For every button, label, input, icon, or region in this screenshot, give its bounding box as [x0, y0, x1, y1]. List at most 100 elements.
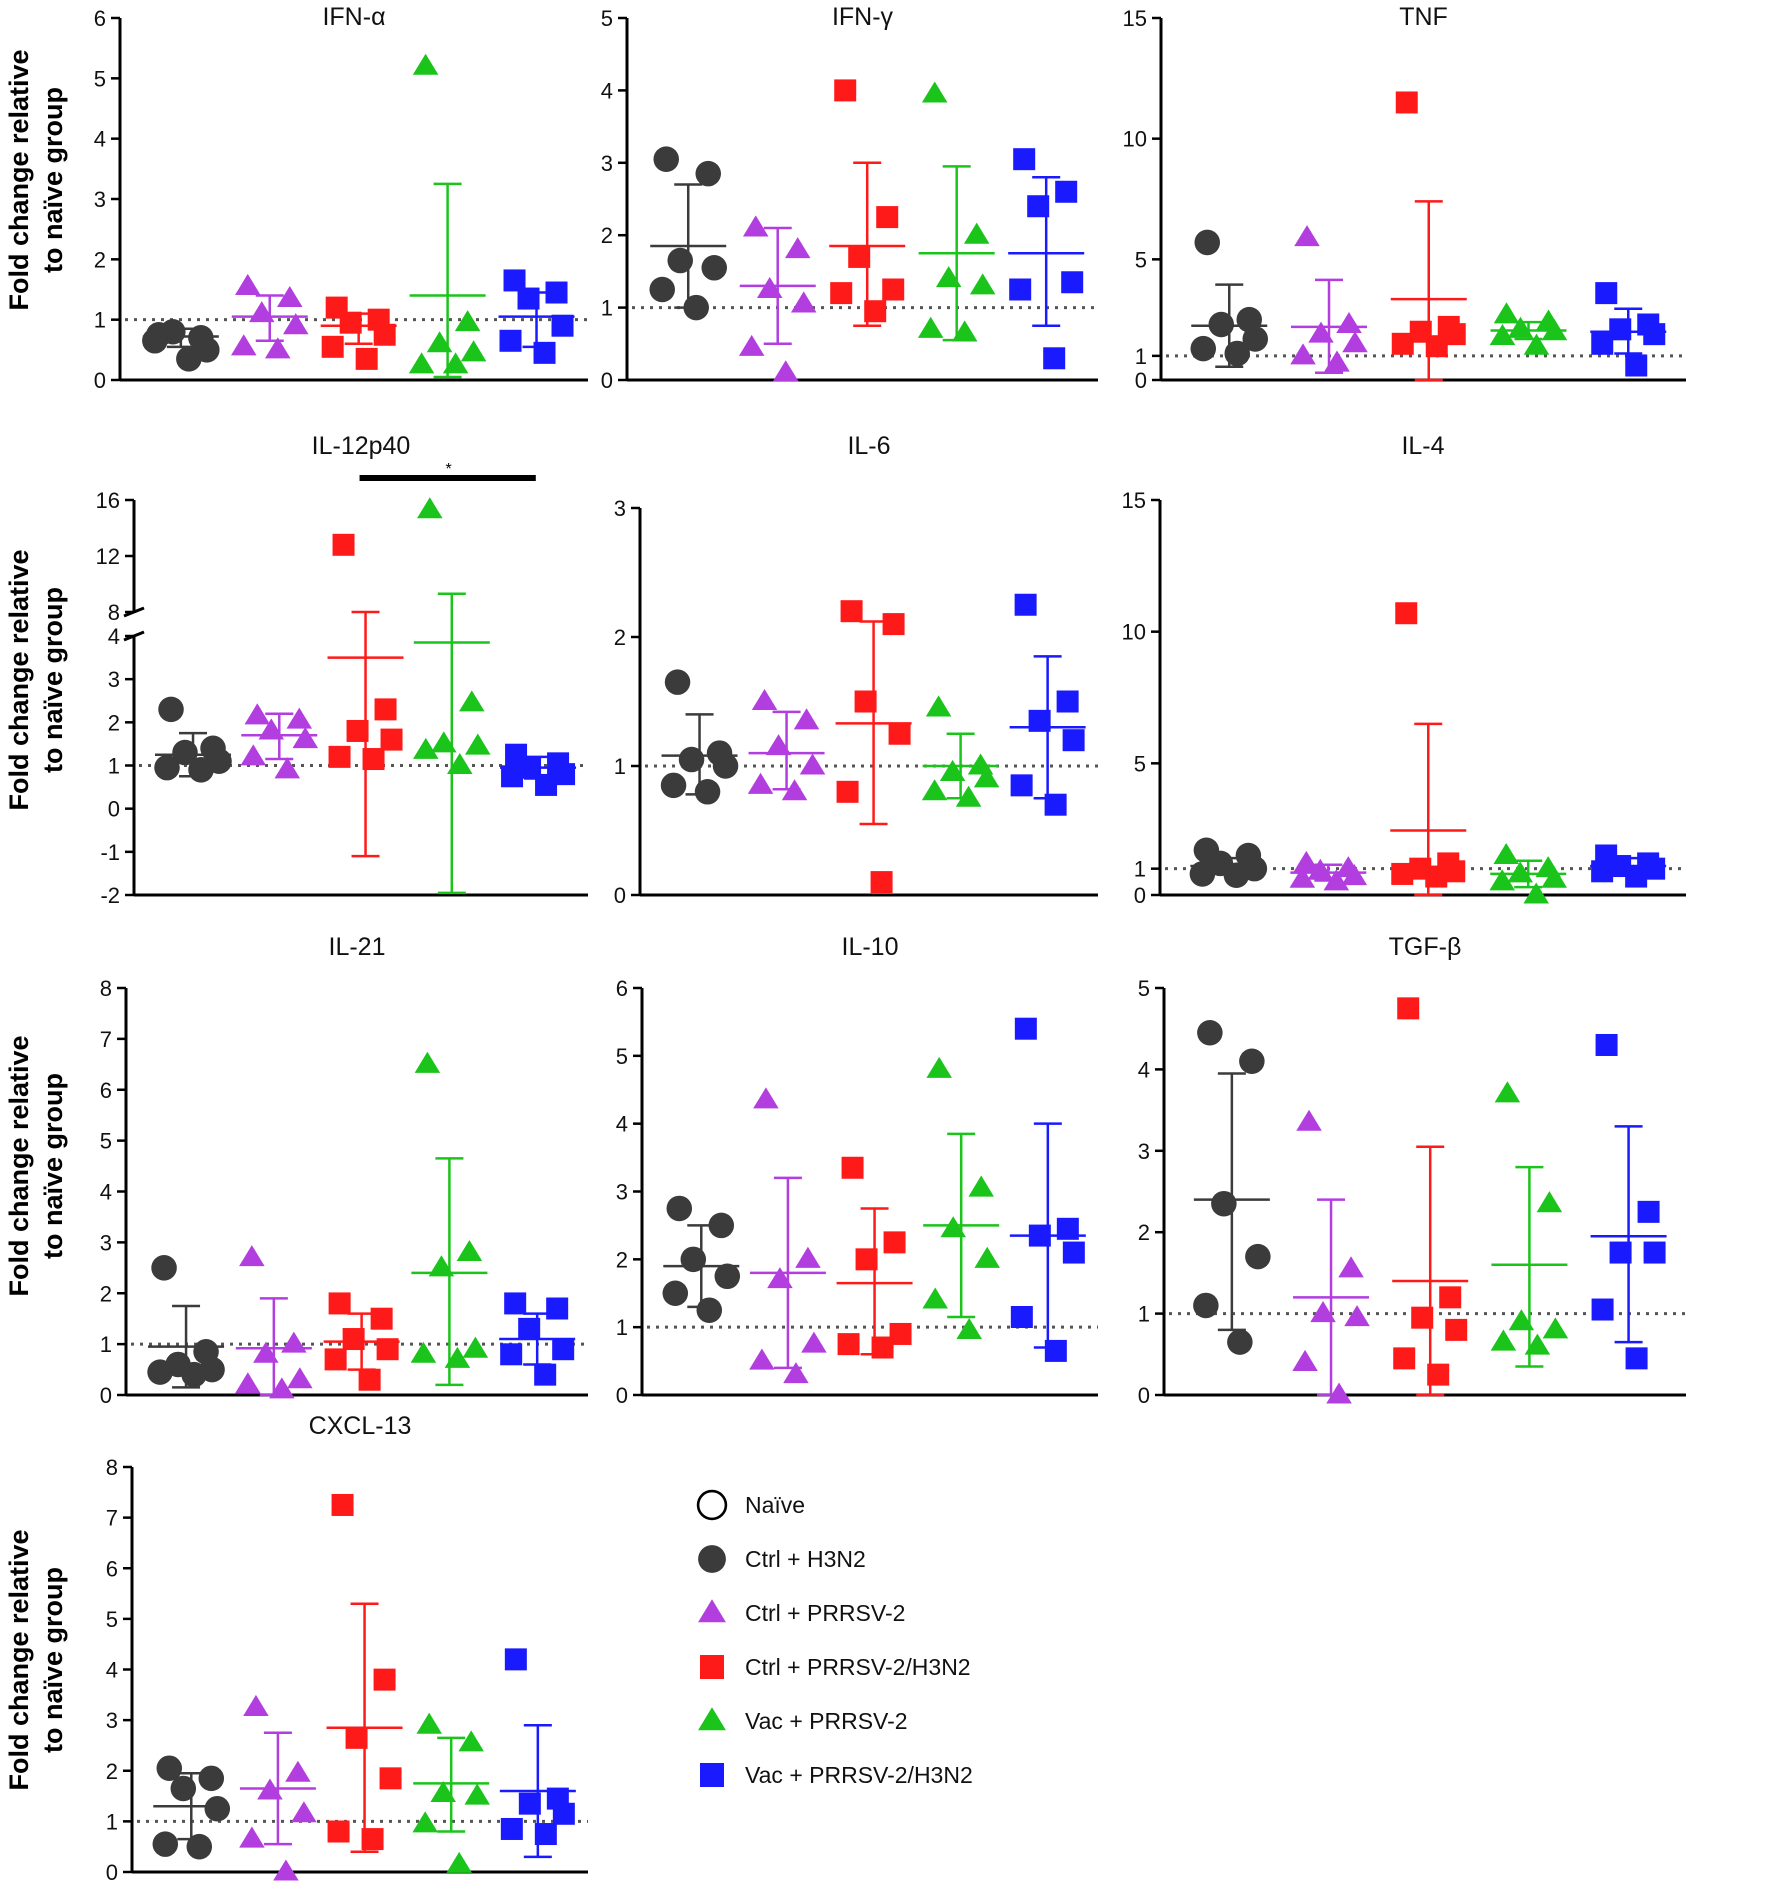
group-ctrl-prrsv-2 [747, 688, 826, 801]
data-point [935, 266, 962, 288]
data-point [680, 1246, 707, 1273]
data-point [231, 334, 257, 356]
data-point [742, 215, 769, 237]
panel-title: IL-21 [329, 933, 386, 961]
y-tick-label: 6 [616, 976, 628, 1001]
y-tick-label: 4 [106, 1658, 118, 1683]
y-tick-label: 2 [94, 247, 106, 272]
data-point [198, 1765, 225, 1792]
panel-tgf-: 0 1 2 3 4 5 TGF-β [1138, 933, 1686, 1408]
data-point [830, 282, 853, 305]
data-point [412, 53, 439, 75]
data-point [664, 669, 691, 695]
group-ctrl-prrsv-2 [1292, 1109, 1370, 1404]
data-point [534, 1823, 557, 1846]
y-tick-label: 1 [100, 1332, 112, 1357]
data-point [1013, 148, 1036, 171]
data-point [793, 708, 820, 730]
data-point [172, 739, 198, 766]
data-point [882, 278, 905, 301]
data-point [799, 753, 826, 775]
data-point [1494, 1081, 1521, 1103]
data-point [373, 323, 396, 346]
data-point [355, 347, 378, 370]
group-ctrl-h3n2 [152, 1755, 231, 1860]
legend-label: Naïve [745, 1491, 806, 1518]
y-tick-label: 5 [94, 66, 106, 91]
data-point [955, 785, 982, 807]
data-point [926, 1056, 952, 1078]
panel-title: IL-4 [1401, 432, 1444, 460]
group-ctrl-h3n2 [662, 1195, 741, 1323]
data-point [767, 1267, 793, 1289]
y-tick-label: 2 [614, 625, 626, 650]
significance-label: * [446, 461, 452, 478]
y-tick-label: 8 [106, 1455, 118, 1480]
data-point [1643, 323, 1666, 346]
legend-item: Vac + PRRSV-2/H3N2 [695, 1748, 973, 1802]
y-tick-label: 0 [94, 368, 106, 393]
y-tick-label: 0 [1138, 1383, 1150, 1408]
group-vac-prrsv-2 [917, 81, 996, 342]
data-point [1308, 321, 1334, 343]
data-point [545, 281, 568, 304]
panel-ifn-: 0 1 2 3 4 5 6 IFN-α Fold change relative to naïve… [4, 3, 588, 393]
data-point [969, 273, 996, 295]
data-point [695, 160, 721, 187]
group-vac-prrsv-2-h3n2 [1590, 282, 1667, 377]
data-point [181, 1361, 207, 1388]
y-tick-label: 2 [1138, 1220, 1150, 1245]
data-point [253, 1341, 279, 1363]
panel-il-21: 0 1 2 3 4 5 6 7 8 IL-21 Fold change relative to naï… [4, 933, 588, 1408]
data-point [430, 1780, 456, 1803]
group-vac-prrsv-2-h3n2 [1590, 1033, 1667, 1370]
y-axis-label-line: Fold change relative [4, 1529, 34, 1790]
group-ctrl-prrsv-2-h3n2 [1390, 91, 1467, 382]
y-tick-label: 1 [614, 754, 626, 779]
data-point [963, 222, 990, 244]
group-vac-prrsv-2 [412, 1712, 490, 1873]
y-tick-label: 5 [601, 6, 613, 31]
data-point [1296, 1109, 1322, 1131]
y-tick-label: 3 [601, 151, 613, 176]
panel-title: IL-6 [847, 432, 890, 460]
group-ctrl-prrsv-2 [1289, 850, 1368, 891]
data-point [883, 1231, 906, 1254]
data-point [1293, 850, 1320, 872]
data-point [1625, 1347, 1648, 1370]
data-point [456, 1240, 483, 1262]
data-point [417, 497, 443, 519]
data-point [701, 255, 727, 281]
data-point [373, 1668, 396, 1691]
data-point [533, 341, 556, 364]
data-point [1224, 340, 1251, 367]
data-point [1541, 319, 1568, 341]
legend-label: Ctrl + PRRSV-2/H3N2 [745, 1653, 971, 1680]
data-point [1194, 229, 1221, 256]
data-point [446, 1851, 472, 1873]
y-axis-label-line: Fold change relative [4, 1035, 34, 1296]
data-point [328, 745, 351, 768]
data-point [286, 707, 313, 729]
data-point [1324, 350, 1350, 372]
data-point [465, 733, 491, 755]
legend-symbol [698, 1599, 726, 1623]
data-point [186, 1833, 213, 1860]
panel-title: TGF-β [1389, 933, 1462, 961]
y-axis-label-line: to naïve group [38, 87, 68, 273]
data-point [339, 311, 362, 334]
data-point [1062, 1241, 1085, 1264]
data-point [876, 206, 899, 229]
data-point [974, 1246, 1000, 1268]
group-ctrl-prrsv-2-h3n2 [1392, 997, 1469, 1397]
data-point [889, 1322, 912, 1345]
data-point [459, 690, 485, 712]
y-tick-label: 4 [100, 1180, 112, 1205]
data-point [1609, 1241, 1632, 1264]
data-point [380, 728, 403, 751]
y-tick-label: 3 [614, 496, 626, 521]
y-axis-label: Fold change relative to naïve group [4, 49, 68, 310]
y-tick-label: 1 [106, 1809, 118, 1834]
y-tick-label: 0 [616, 1383, 628, 1408]
